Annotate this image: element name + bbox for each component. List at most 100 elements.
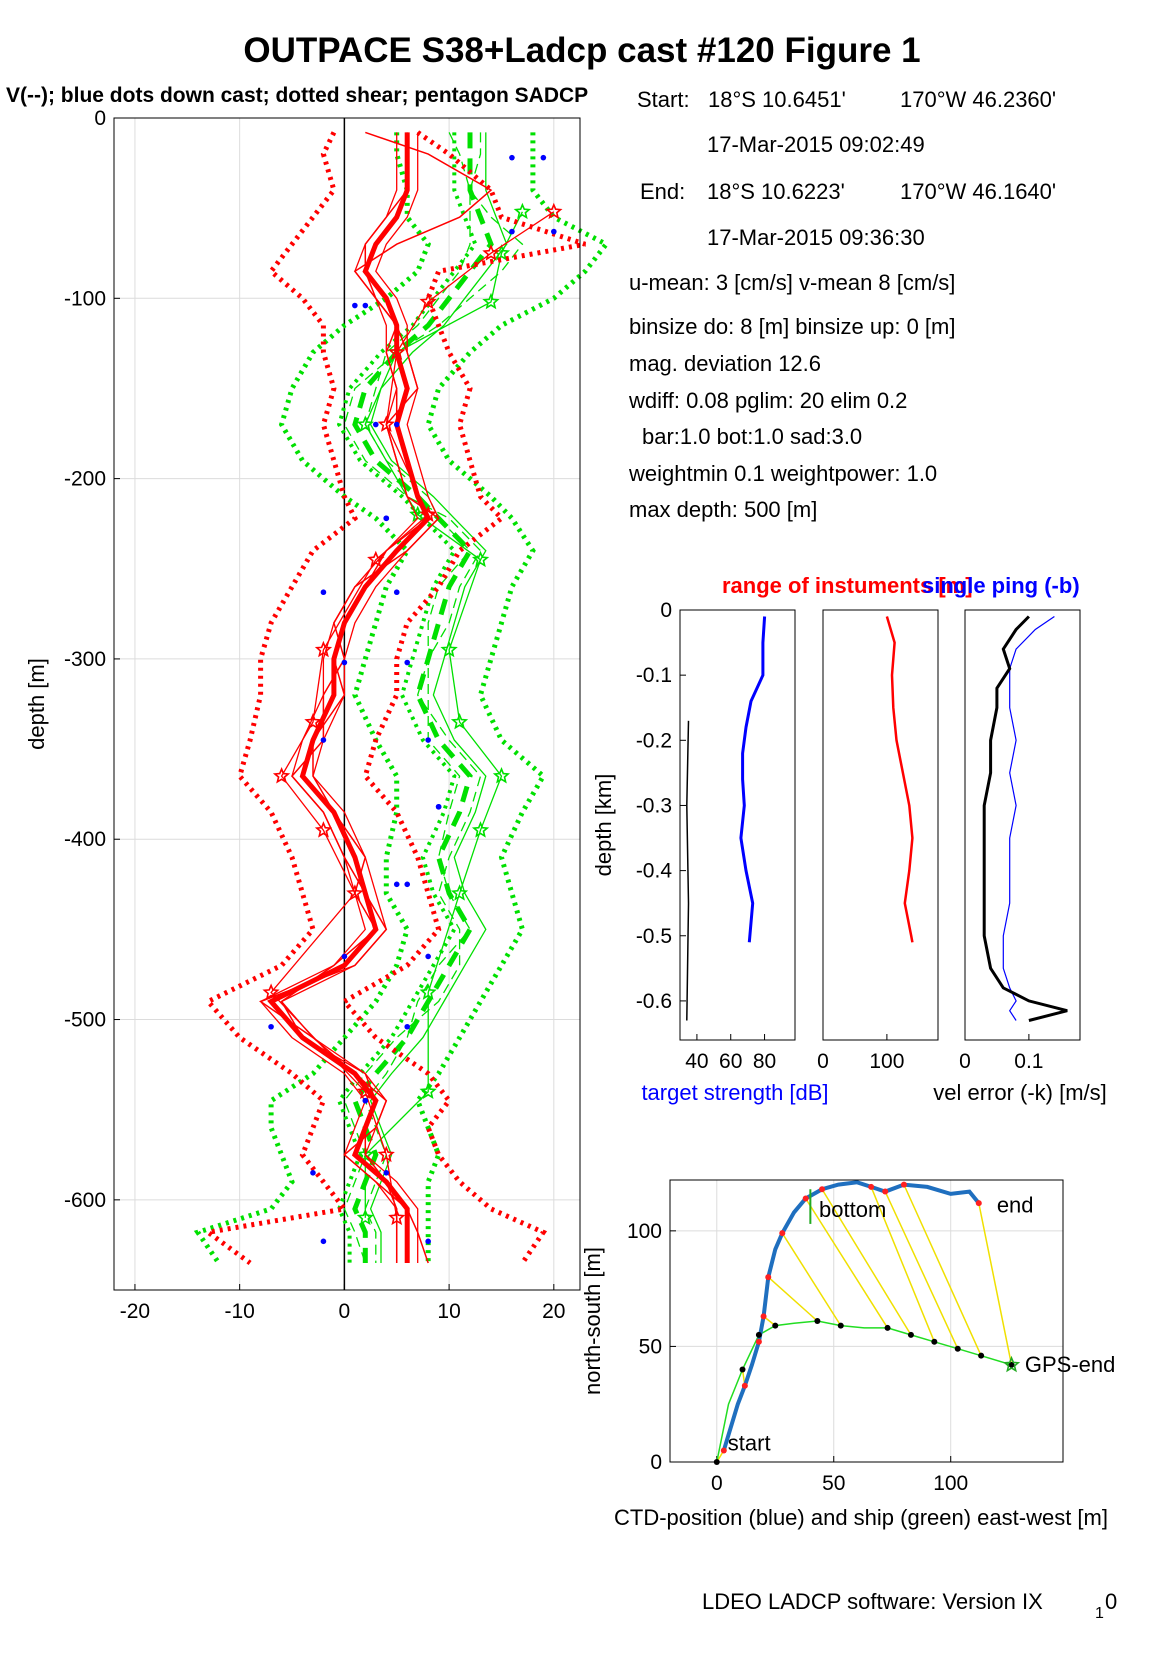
u-thin-line-b: [280, 132, 440, 1263]
ship-fix-dot: [954, 1345, 961, 1352]
downcast-dot-u: [341, 953, 348, 960]
start-time: 17-Mar-2015 09:02:49: [707, 132, 925, 157]
v-sadcp-marker: [356, 1145, 375, 1163]
main-ytick-label: 0: [94, 107, 106, 130]
target-strength-plot: 40 60 80 0 -0.1 -0.2 -0.3 -0.4 -0.5 -0.6 target st…: [591, 599, 829, 1105]
ts-ytick-label: -0.1: [636, 664, 672, 687]
ts-y-axis-label: depth [km]: [591, 774, 616, 877]
v-sadcp-marker: [513, 202, 532, 220]
vel-error-title: single ping (-b): [922, 573, 1080, 598]
ship-fix-dot: [739, 1366, 746, 1373]
bar-params: bar:1.0 bot:1.0 sad:3.0: [642, 424, 862, 449]
main-y-axis-label: depth [m]: [24, 658, 49, 750]
v-sadcp-marker: [419, 983, 437, 1000]
target-strength-line: [739, 616, 767, 943]
downcast-dot-v: [425, 1238, 431, 1245]
ctd-fix-dot: [720, 1447, 727, 1454]
ctd-track-line: [721, 1180, 981, 1451]
ctd-fix-dot: [755, 1338, 762, 1345]
start-lon: 170°W 46.2360': [900, 87, 1056, 112]
ctd-fix-dot: [882, 1188, 889, 1195]
end-lat: 18°S 10.6223': [707, 179, 845, 204]
ship-fix-dot: [837, 1322, 844, 1329]
position-link-line: [805, 1198, 889, 1329]
ts-ytick-label: 0: [660, 599, 672, 622]
velocity-profile-plot: -20 -10 0 10 200-100-200-300-400-500-600dept…: [24, 107, 611, 1323]
pos-ytick-label: 0: [650, 1451, 662, 1474]
v-shear-lower-line: [193, 132, 432, 1265]
ctd-fix-dot: [760, 1313, 767, 1320]
v-shear-upper-line: [414, 132, 611, 1263]
ship-fix-dot: [931, 1338, 938, 1345]
ctd-fix-dot: [975, 1200, 982, 1207]
end-lon: 170°W 46.1640': [900, 179, 1056, 204]
main-ytick-label: -400: [64, 828, 106, 851]
downcast-dot-v: [425, 737, 431, 743]
err-xtick-label: 0: [959, 1050, 971, 1073]
software-version: LDEO LADCP software: Version IX: [702, 1589, 1043, 1614]
main-ytick-label: -100: [64, 287, 106, 310]
figure-subtitle: V(--); blue dots down cast; dotted shear…: [6, 84, 588, 107]
downcast-dot-v: [362, 1097, 369, 1104]
range-axes-frame: [822, 609, 939, 1041]
ctd-fix-dot: [819, 1186, 826, 1193]
vel-error-plot: 0 0.1 single ping (-b) vel error (-k) [m/s]: [922, 573, 1107, 1105]
u-sadcp-marker: [272, 766, 291, 784]
position-end-label: end: [997, 1192, 1034, 1217]
downcast-dot-v: [540, 154, 547, 161]
v-sadcp-marker: [419, 1082, 437, 1099]
position-link-line: [767, 1276, 818, 1322]
downcast-dot-v: [362, 302, 369, 309]
ctd-fix-dot: [900, 1181, 907, 1188]
u-sadcp-marker: [388, 343, 406, 360]
ctd-fix-dot: [802, 1195, 809, 1202]
u-sadcp-marker: [314, 640, 333, 658]
u-sadcp-marker: [377, 1145, 395, 1163]
u-sadcp-marker: [377, 415, 395, 432]
pos-ytick-label: 100: [627, 1220, 662, 1243]
ts-axes-frame: [679, 609, 796, 1041]
downcast-dot-u: [509, 154, 515, 161]
u-thin-line-a: [259, 132, 419, 1263]
ts-xtick-label: 80: [753, 1050, 776, 1073]
v-sadcp-marker: [450, 884, 469, 901]
u-mean-line: [267, 132, 432, 1263]
downcast-dot-u: [341, 659, 348, 666]
u-shear-upper-line: [340, 130, 586, 1265]
main-xtick-label: 20: [542, 1300, 565, 1323]
ctd-fix-dot: [868, 1183, 875, 1190]
cast-info: Start: 18°S 10.6451' 170°W 46.2360' 17-M…: [628, 87, 1056, 522]
ship-fix-dot: [1008, 1361, 1015, 1368]
figure-title: OUTPACE S38+Ladcp cast #120 Figure 1: [243, 31, 920, 70]
main-xtick-label: -20: [120, 1300, 150, 1323]
range-xtick-label: 0: [817, 1050, 829, 1073]
downcast-dot-v: [404, 659, 411, 666]
vel-error-b-line: [1002, 616, 1055, 1021]
ship-fix-dot: [978, 1352, 985, 1359]
position-y-axis-label: north-south [m]: [580, 1247, 605, 1395]
main-ytick-label: -200: [64, 468, 106, 491]
u-sadcp-marker: [545, 202, 563, 220]
position-gps-end-label: GPS-end: [1025, 1352, 1116, 1377]
u-sadcp-marker: [419, 505, 437, 522]
u-sadcp-marker: [367, 550, 385, 568]
vel-error-k-line: [982, 615, 1068, 1022]
position-link-line: [870, 1186, 936, 1343]
main-ytick-label: -500: [64, 1009, 106, 1032]
gps-end-marker: [1002, 1355, 1021, 1373]
max-depth: max depth: 500 [m]: [629, 497, 817, 522]
downcast-dot-v: [372, 421, 379, 428]
ship-fix-dot: [884, 1324, 891, 1331]
ship-fix-dot: [814, 1318, 821, 1324]
u-sadcp-marker: [356, 1082, 375, 1099]
ts-ytick-label: -0.4: [636, 860, 673, 883]
u-sadcp-marker: [482, 244, 500, 261]
err-xtick-label: 0.1: [1014, 1050, 1043, 1073]
v-sadcp-line: [364, 211, 523, 1218]
ctd-fix-dot: [741, 1382, 748, 1389]
downcast-dot-u: [320, 589, 327, 596]
position-link-line: [903, 1184, 982, 1356]
position-x-axis-label: CTD-position (blue) and ship (green) eas…: [614, 1505, 1108, 1530]
downcast-dot-v: [425, 953, 431, 960]
